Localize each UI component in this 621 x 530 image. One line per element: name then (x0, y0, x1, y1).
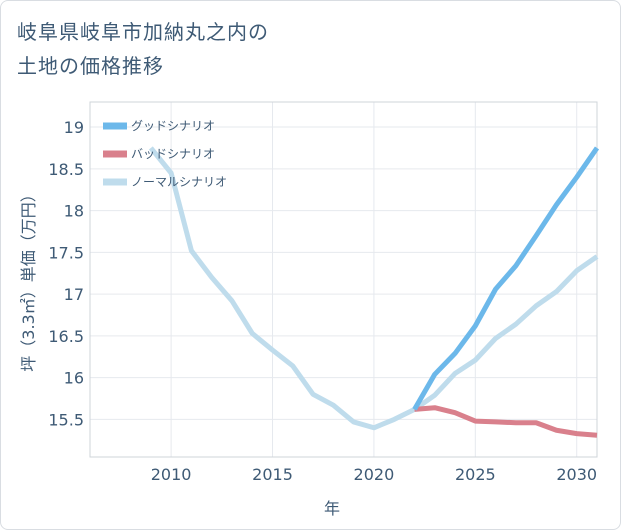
x-axis-label: 年 (324, 499, 340, 518)
legend-label-good: グッドシナリオ (131, 119, 215, 133)
series-line-bad (414, 405, 598, 438)
plot-frame (89, 101, 598, 458)
y-tick-labels: 15.5 16 16.5 17 17.5 18 18.5 19 (48, 118, 84, 429)
x-tick-label: 2015 (252, 465, 293, 484)
y-tick-label: 19 (64, 118, 84, 137)
x-tick-label: 2030 (556, 465, 597, 484)
x-tick-label: 2010 (151, 465, 192, 484)
legend-label-bad: バッドシナリオ (131, 147, 215, 161)
chart-title: 岐阜県岐阜市加納丸之内の 土地の価格推移 (17, 15, 577, 83)
y-tick-label: 18 (64, 202, 84, 221)
grid (90, 102, 597, 457)
y-tick-label: 18.5 (48, 160, 84, 179)
chart-title-line-1: 岐阜県岐阜市加納丸之内の (17, 20, 269, 44)
legend-label-normal: ノーマルシナリオ (131, 175, 227, 189)
series-lines (148, 146, 600, 438)
series-line-good (412, 146, 600, 411)
x-tick-labels: 2010 2015 2020 2025 2030 (151, 465, 597, 484)
chart-title-line-2: 土地の価格推移 (17, 54, 164, 78)
y-axis-label: 坪（3.3㎡）単価（万円） (19, 186, 38, 371)
x-tick-label: 2020 (354, 465, 395, 484)
x-tick-label: 2025 (455, 465, 496, 484)
y-tick-label: 16.5 (48, 327, 84, 346)
y-tick-label: 17.5 (48, 243, 84, 262)
series-line-normal (148, 146, 599, 431)
y-tick-label: 15.5 (48, 410, 84, 429)
y-tick-label: 17 (64, 285, 84, 304)
y-tick-label: 16 (64, 369, 84, 388)
